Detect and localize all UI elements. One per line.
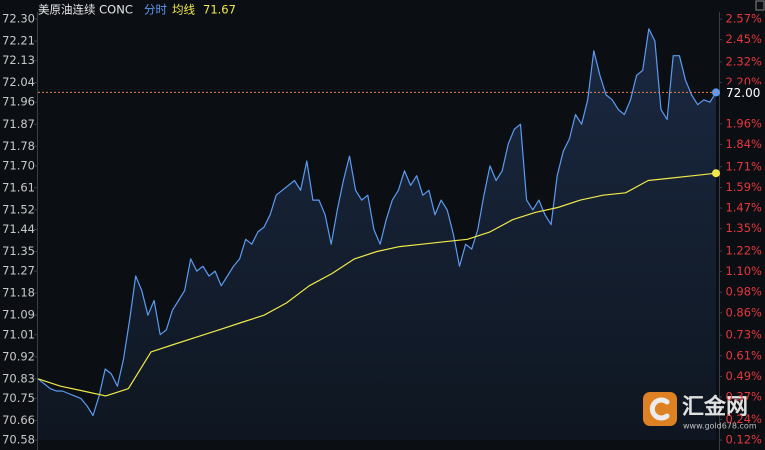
y2-tick-label: 1.84% bbox=[725, 137, 762, 151]
average-line bbox=[37, 172, 717, 397]
price-area bbox=[38, 28, 716, 441]
y-tick-label: 70.83 bbox=[2, 371, 35, 385]
watermark: 汇金网 www.gold678.com bbox=[643, 392, 757, 431]
y-tick-label: 71.87 bbox=[2, 117, 35, 131]
y-tick-label: 71.09 bbox=[2, 308, 35, 322]
y-tick-label: 70.92 bbox=[2, 349, 35, 363]
y2-tick-label: 0.12% bbox=[725, 433, 762, 447]
y-tick-label: 72.21 bbox=[2, 34, 35, 48]
y2-tick-label: 0.73% bbox=[725, 328, 762, 342]
y2-tick-label: 0.37% bbox=[725, 390, 762, 404]
legend-value: 71.67 bbox=[203, 3, 236, 17]
corner-icon[interactable] bbox=[755, 0, 765, 11]
watermark-logo-mark bbox=[649, 397, 670, 421]
plot-area bbox=[37, 28, 720, 441]
current-price-box bbox=[722, 84, 764, 101]
header: 美原油连续 CONC 分时 均线 71.67 bbox=[38, 3, 236, 17]
y2-tick-label: 2.45% bbox=[725, 32, 762, 46]
y2-tick-label: 1.71% bbox=[725, 159, 762, 173]
y-tick-label: 70.58 bbox=[2, 433, 35, 447]
price-line bbox=[37, 28, 717, 417]
watermark-logo bbox=[643, 392, 677, 426]
y-tick-label: 72.30 bbox=[2, 12, 35, 26]
y2-tick-label: 1.59% bbox=[725, 180, 762, 194]
y-tick-label: 72.04 bbox=[2, 75, 35, 89]
current-price-label: 72.00 bbox=[726, 86, 760, 100]
y-tick-label: 70.66 bbox=[2, 413, 35, 427]
y-tick-label: 71.18 bbox=[2, 286, 35, 300]
y-tick-label: 71.27 bbox=[2, 264, 35, 278]
watermark-url: www.gold678.com bbox=[683, 422, 757, 431]
chart-title: 美原油连续 CONC bbox=[38, 3, 133, 17]
y-tick-label: 71.52 bbox=[2, 202, 35, 216]
y2-tick-label: 1.47% bbox=[725, 201, 762, 215]
y2-tick-label: 0.24% bbox=[725, 412, 762, 426]
y-tick-label: 71.96 bbox=[2, 95, 35, 109]
y2-tick-label: 1.35% bbox=[725, 221, 762, 235]
y2-tick-label: 1.22% bbox=[725, 243, 762, 257]
y-tick-label: 71.70 bbox=[2, 158, 35, 172]
y2-tick-label: 0.98% bbox=[725, 285, 762, 299]
y2-tick-label: 0.49% bbox=[725, 369, 762, 383]
y2-tick-label: 2.57% bbox=[725, 12, 762, 26]
y2-tick-label: 0.86% bbox=[725, 305, 762, 319]
y-tick-label: 71.61 bbox=[2, 180, 35, 194]
legend-entry: 分时 bbox=[144, 3, 167, 17]
y-tick-label: 71.44 bbox=[2, 222, 35, 236]
y2-tick-label: 0.61% bbox=[725, 348, 762, 362]
y2-tick-label: 1.10% bbox=[725, 264, 762, 278]
y2-tick-label: 1.96% bbox=[725, 116, 762, 130]
legend-entry: 均线 bbox=[172, 3, 195, 17]
y2-tick-label: 2.32% bbox=[725, 54, 762, 68]
average-last-dot bbox=[712, 169, 720, 178]
y-tick-label: 71.78 bbox=[2, 139, 35, 153]
y-tick-label: 71.01 bbox=[2, 327, 35, 341]
watermark-name: 汇金网 bbox=[682, 394, 748, 420]
y-tick-label: 70.75 bbox=[2, 391, 35, 405]
y-tick-label: 71.35 bbox=[2, 244, 35, 258]
y-tick-label: 72.13 bbox=[2, 53, 35, 67]
